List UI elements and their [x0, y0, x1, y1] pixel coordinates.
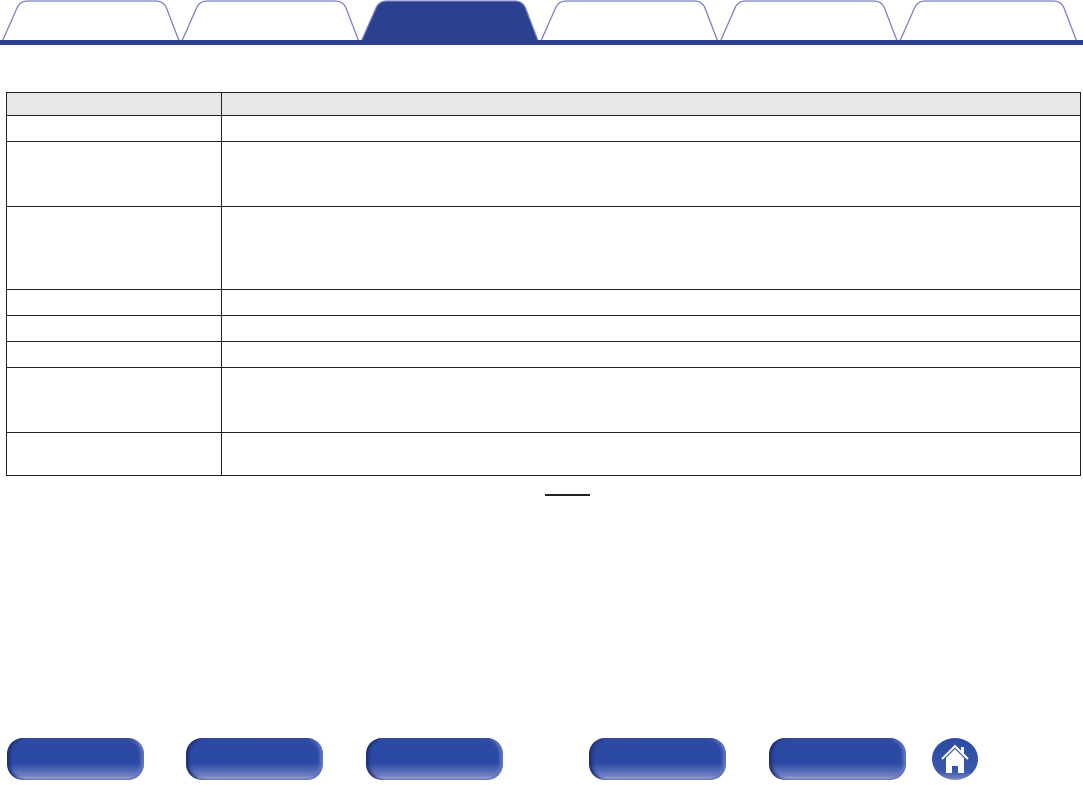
cell — [6, 341, 222, 368]
spec-table — [6, 92, 1081, 476]
nav-button-2[interactable] — [186, 738, 323, 780]
short-rule — [545, 494, 590, 496]
cell — [221, 289, 1081, 316]
tab-1[interactable] — [1, 0, 181, 43]
cell — [6, 289, 222, 316]
table-row — [6, 141, 1081, 207]
cell — [6, 115, 222, 142]
tab-3[interactable] — [360, 0, 540, 43]
cell — [6, 432, 222, 476]
nav-button-4[interactable] — [589, 738, 726, 780]
cell — [6, 315, 222, 342]
table-row — [6, 367, 1081, 433]
home-button[interactable] — [932, 738, 978, 780]
header-cell — [6, 92, 222, 116]
table-header — [6, 92, 1081, 116]
cell — [221, 315, 1081, 342]
cell — [221, 367, 1081, 433]
tab-underline — [0, 40, 1083, 45]
table-row — [6, 206, 1081, 290]
tab-bar — [0, 0, 1083, 46]
nav-button-1[interactable] — [7, 738, 144, 780]
table-row — [6, 289, 1081, 316]
nav-button-3[interactable] — [366, 738, 503, 780]
table-row — [6, 115, 1081, 142]
tab-2[interactable] — [180, 0, 360, 43]
cell — [221, 115, 1081, 142]
table-row — [6, 432, 1081, 476]
table-row — [6, 315, 1081, 342]
home-icon — [941, 744, 969, 773]
tab-4[interactable] — [539, 0, 719, 43]
tab-5[interactable] — [719, 0, 899, 43]
cell — [221, 206, 1081, 290]
cell — [221, 432, 1081, 476]
cell — [221, 341, 1081, 368]
cell — [6, 206, 222, 290]
nav-button-5[interactable] — [769, 738, 906, 780]
cell — [6, 367, 222, 433]
cell — [221, 141, 1081, 207]
tab-6[interactable] — [898, 0, 1078, 43]
tab-shapes — [1, 0, 1078, 43]
header-cell — [221, 92, 1081, 116]
table-row — [6, 341, 1081, 368]
cell — [6, 141, 222, 207]
